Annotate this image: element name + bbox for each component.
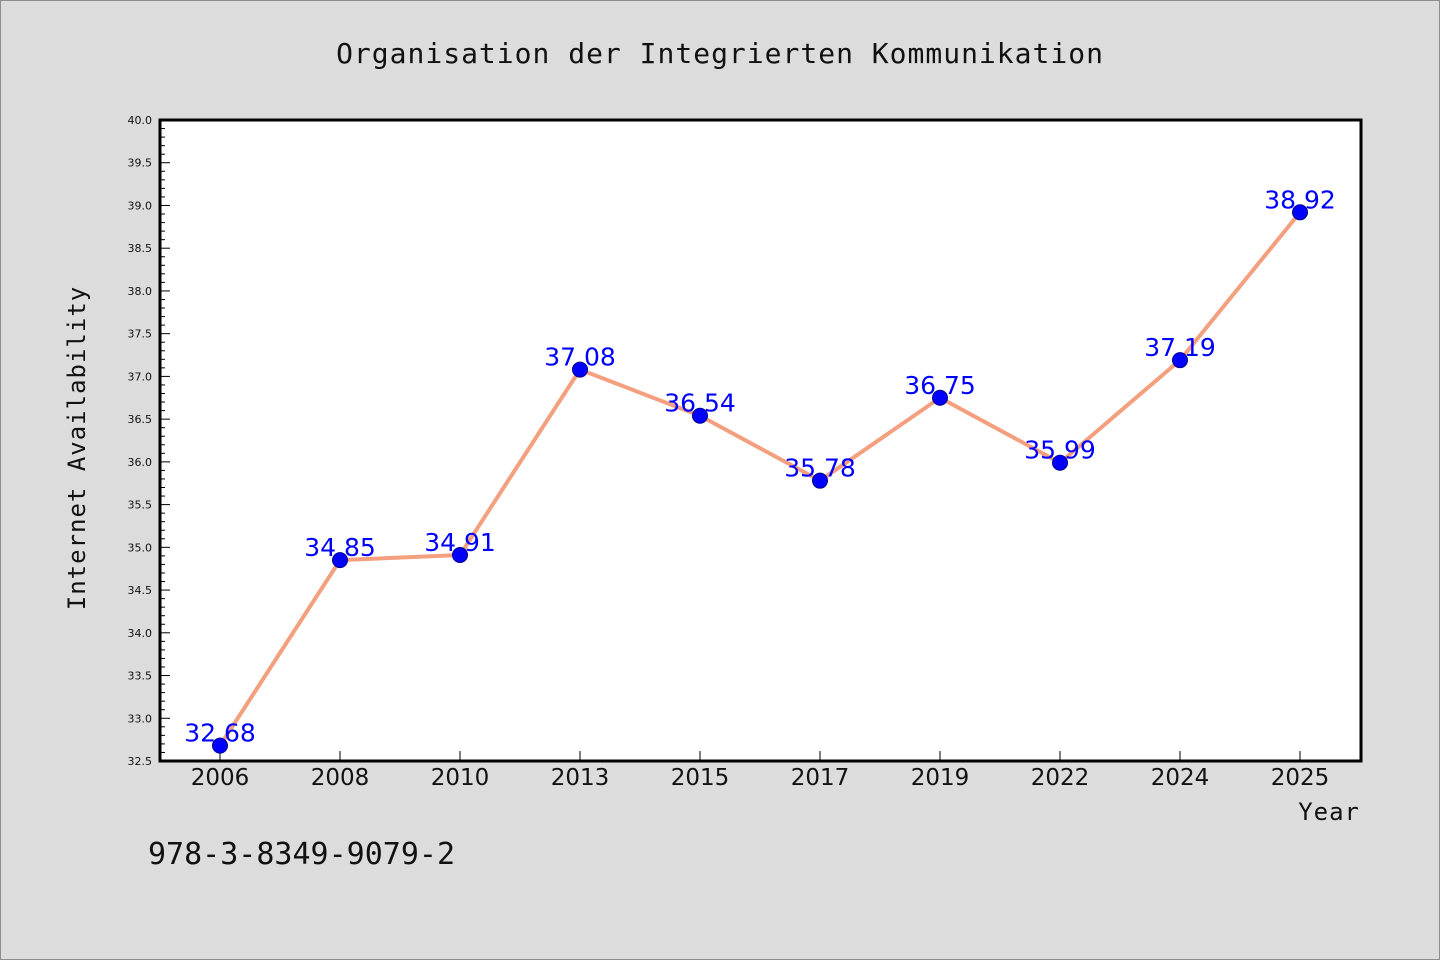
data-point (1052, 454, 1068, 471)
x-tick-label: 2022 (1031, 765, 1090, 791)
data-label: 38.92 (1264, 185, 1336, 214)
data-label: 34.91 (424, 528, 496, 557)
x-axis: 2006 2008 2010 2013 2015 2017 2019 2022 2024 2025 (191, 751, 1330, 791)
data-point (1292, 204, 1308, 221)
data-point (452, 547, 468, 564)
chart-title: Organisation der Integrierten Kommunikat… (336, 37, 1104, 70)
y-tick-label: 33.0 (128, 712, 153, 725)
y-tick-label: 39.5 (128, 157, 153, 170)
x-tick-label: 2006 (191, 765, 250, 791)
x-tick-label: 2013 (551, 765, 610, 791)
data-point (932, 389, 948, 406)
x-tick-label: 2015 (671, 765, 730, 791)
data-point (812, 472, 828, 489)
data-point (332, 552, 348, 569)
data-label: 36.75 (904, 371, 976, 400)
series-line-group (218, 211, 1302, 747)
y-tick-label: 38.5 (128, 242, 153, 255)
isbn-footer: 978-3-8349-9079-2 (148, 837, 455, 872)
data-label: 37.19 (1144, 333, 1216, 362)
data-label: 34.85 (304, 533, 376, 562)
y-tick-label: 36.5 (128, 413, 153, 426)
x-tick-label: 2008 (311, 765, 370, 791)
data-labels-group: 32.68 34.85 34.91 37.08 36.54 35.78 36.75 35.99… (184, 185, 1336, 747)
x-tick-label: 2019 (911, 765, 970, 791)
x-axis-title: Year (1298, 798, 1360, 826)
data-point (1172, 352, 1188, 369)
data-point (212, 737, 228, 754)
data-point (692, 407, 708, 424)
y-tick-label: 36.0 (128, 456, 153, 469)
data-point (572, 361, 588, 378)
x-tick-label: 2010 (431, 765, 490, 791)
y-tick-label: 35.0 (128, 541, 153, 554)
data-label: 35.99 (1024, 436, 1096, 465)
x-tick-label: 2017 (791, 765, 850, 791)
data-label: 36.54 (664, 389, 736, 418)
data-label: 37.08 (544, 343, 616, 372)
series-line (218, 211, 1302, 747)
y-tick-label: 37.0 (128, 370, 153, 383)
y-tick-label: 35.5 (128, 499, 153, 512)
plot-area (158, 118, 1363, 763)
x-tick-label: 2025 (1271, 765, 1330, 791)
y-tick-label: 40.0 (128, 114, 153, 127)
y-tick-label: 38.0 (128, 285, 153, 298)
y-tick-label: 37.5 (128, 328, 153, 341)
x-tick-label: 2024 (1151, 765, 1210, 791)
y-axis-title: Internet Availability (63, 286, 91, 610)
y-axis: 32.5 33.0 33.5 34.0 34.5 35.0 35.5 36.0 36.5 37.0… (128, 114, 170, 768)
y-tick-label: 34.0 (128, 627, 153, 640)
y-tick-label: 32.5 (128, 755, 153, 768)
y-tick-label: 34.5 (128, 584, 153, 597)
markers-group (212, 204, 1308, 754)
data-label: 35.78 (784, 454, 856, 483)
data-label: 32.68 (184, 719, 256, 748)
y-tick-label: 39.0 (128, 199, 153, 212)
y-tick-label: 33.5 (128, 670, 153, 683)
